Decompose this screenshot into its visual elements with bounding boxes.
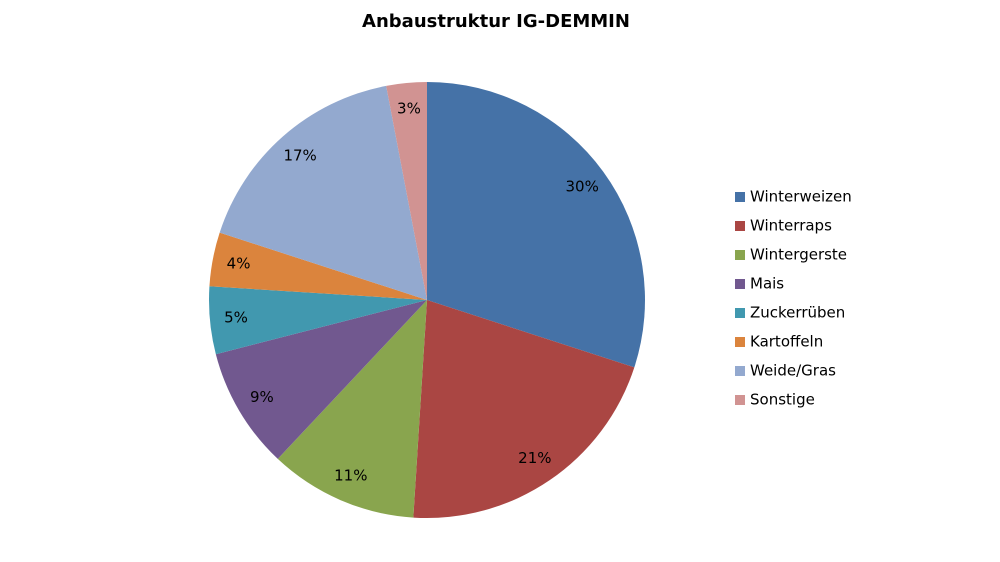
legend-label: Sonstige [750, 391, 815, 409]
legend-label: Zuckerrüben [750, 304, 845, 322]
legend-label: Wintergerste [750, 246, 847, 264]
legend-swatch [735, 279, 745, 289]
data-label: 3% [397, 100, 421, 118]
pie-slice [386, 82, 427, 300]
legend-swatch [735, 366, 745, 376]
legend-swatch [735, 192, 745, 202]
chart-title: Anbaustruktur IG-DEMMIN [362, 11, 630, 32]
legend-swatch [735, 221, 745, 231]
pie-slice [413, 300, 635, 518]
pie-slice [277, 300, 427, 518]
data-label: 17% [283, 147, 316, 165]
pie-slice [209, 232, 427, 300]
pie-slice [219, 85, 427, 300]
pie-slice [209, 286, 427, 355]
legend-label: Winterweizen [750, 188, 852, 206]
data-label: 30% [566, 178, 599, 196]
pie-slice [215, 300, 427, 459]
legend-label: Winterraps [750, 217, 832, 235]
legend-label: Weide/Gras [750, 362, 836, 380]
legend-swatch [735, 250, 745, 260]
legend-label: Mais [750, 275, 784, 293]
data-label: 5% [224, 309, 248, 327]
legend-label: Kartoffeln [750, 333, 823, 351]
data-label: 21% [518, 449, 551, 467]
data-label: 4% [227, 255, 251, 273]
legend-swatch [735, 337, 745, 347]
pie-slice [427, 82, 645, 368]
legend-swatch [735, 395, 745, 405]
legend-swatch [735, 308, 745, 318]
data-label: 11% [334, 467, 367, 485]
data-label: 9% [250, 388, 274, 406]
